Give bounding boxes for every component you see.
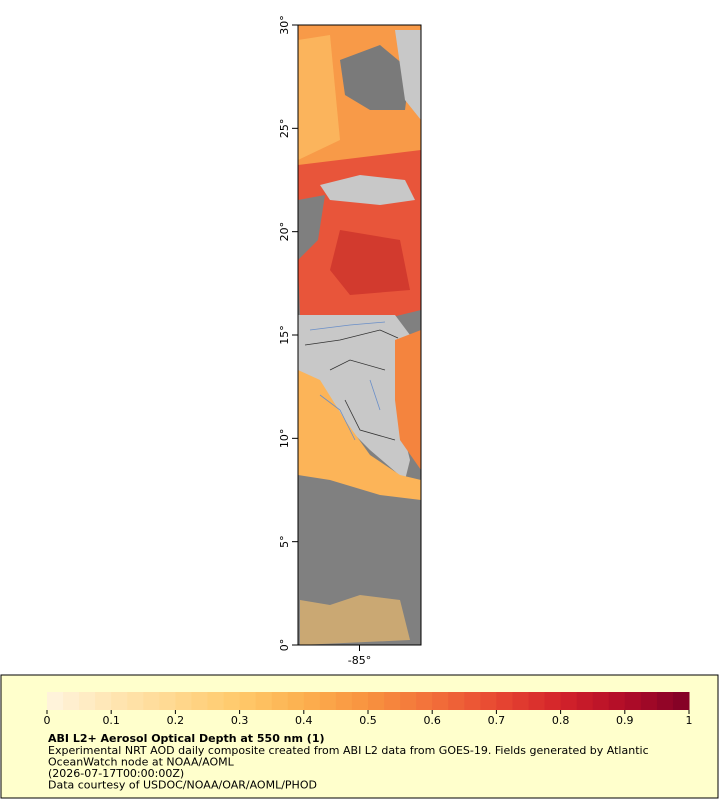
land: [298, 315, 410, 480]
colorbar-step: [624, 692, 642, 710]
colorbar-step: [656, 692, 674, 710]
aerosol-patch: [298, 370, 421, 500]
colorbar-step: [416, 692, 433, 710]
colorbar-step: [560, 692, 578, 710]
y-tick-label: 20°: [278, 222, 291, 242]
legend-line: (2026-07-17T00:00:00Z): [48, 767, 184, 780]
colorbar-tick-label: 0.8: [552, 714, 570, 727]
colorbar-step: [63, 692, 80, 710]
colorbar-step: [255, 692, 273, 710]
colorbar-step: [480, 692, 497, 710]
colorbar-tick-label: 0.1: [102, 714, 120, 727]
colorbar-step: [592, 692, 610, 710]
ocean-patch: [340, 45, 410, 110]
colorbar-tick-label: 0.7: [488, 714, 506, 727]
colorbar-tick-label: 0.6: [423, 714, 441, 727]
legend-line: OceanWatch node at NOAA/AOML: [48, 756, 235, 769]
colorbar-step: [351, 692, 369, 710]
y-tick-label: 0°: [278, 639, 291, 652]
colorbar-step: [191, 692, 208, 710]
colorbar-step: [608, 692, 626, 710]
colorbar-step: [576, 692, 594, 710]
colorbar-step: [640, 692, 658, 710]
colorbar-step: [544, 692, 562, 710]
colorbar-step: [672, 692, 690, 710]
colorbar-step: [239, 692, 257, 710]
colorbar-tick-label: 0.4: [295, 714, 313, 727]
y-tick-label: 30°: [278, 15, 291, 35]
river: [309, 321, 386, 441]
colorbar-step: [47, 692, 64, 710]
legend-line: Experimental NRT AOD daily composite cre…: [48, 744, 649, 757]
colorbar-step: [223, 692, 241, 710]
colorbar-step: [528, 692, 546, 710]
land: [320, 175, 415, 205]
colorbar-step: [207, 692, 225, 710]
y-tick-label: 25°: [278, 119, 291, 139]
colorbar-tick-label: 0: [44, 714, 51, 727]
aerosol-patch: [298, 35, 340, 160]
colorbar-tick-label: 0.2: [167, 714, 185, 727]
colorbar-step: [79, 692, 96, 710]
colorbar-step: [464, 692, 481, 710]
colorbar-step: [319, 692, 337, 710]
colorbar-step: [448, 692, 465, 710]
colorbar-tick-label: 0.3: [231, 714, 249, 727]
ocean-patch: [298, 195, 325, 260]
colorbar-step: [335, 692, 353, 710]
colorbar-step: [496, 692, 513, 710]
colorbar-tick-label: 1: [686, 714, 693, 727]
colorbar-step: [127, 692, 144, 710]
aerosol-patch: [330, 230, 410, 295]
colorbar-step: [368, 692, 385, 710]
colorbar-tick-label: 0.9: [616, 714, 634, 727]
legend-line: Data courtesy of USDOC/NOAA/OAR/AOML/PHO…: [48, 779, 317, 792]
y-tick-label: 10°: [278, 429, 291, 449]
y-tick-label: 5°: [278, 535, 291, 548]
colorbar-step: [303, 692, 321, 710]
colorbar-step: [143, 692, 160, 710]
border: [304, 329, 399, 441]
legend-title: ABI L2+ Aerosol Optical Depth at 550 nm …: [48, 732, 325, 745]
colorbar-step: [111, 692, 128, 710]
colorbar-step: [95, 692, 112, 710]
aerosol-patch: [300, 595, 410, 645]
y-tick-label: 15°: [278, 325, 291, 345]
colorbar-step: [400, 692, 417, 710]
colorbar-step: [512, 692, 529, 710]
colorbar-step: [384, 692, 401, 710]
colorbar-step: [159, 692, 176, 710]
x-tick-label: -85°: [348, 654, 371, 667]
colorbar-step: [432, 692, 449, 710]
colorbar-step: [287, 692, 305, 710]
map-imagery: [298, 25, 421, 645]
colorbar-tick-label: 0.5: [359, 714, 377, 727]
colorbar-step: [271, 692, 289, 710]
aerosol-patch: [395, 330, 421, 470]
land: [395, 30, 421, 120]
colorbar-step: [175, 692, 192, 710]
